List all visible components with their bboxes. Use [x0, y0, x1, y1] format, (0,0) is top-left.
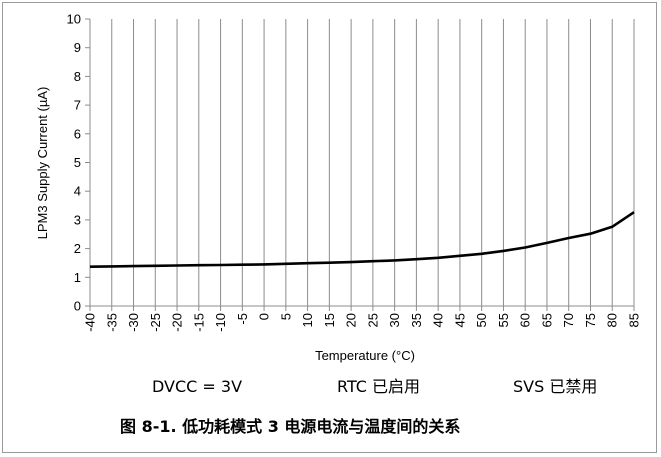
x-tick-label: 85 — [627, 313, 642, 327]
y-tick-label: 5 — [74, 155, 81, 170]
x-tick-label: 40 — [431, 313, 446, 327]
x-tick-label: -30 — [126, 313, 141, 332]
series-line — [89, 211, 635, 268]
x-tick-label: 30 — [387, 313, 402, 327]
y-tick-label: 8 — [74, 69, 81, 84]
y-tick-label: 1 — [74, 270, 81, 285]
series-layer — [89, 211, 635, 268]
y-tick-labels: 0 1 2 3 4 5 6 7 8 9 10 — [67, 12, 81, 314]
x-axis-label: Temperature (°C) — [315, 348, 415, 363]
x-tick-labels: -40 -35 -30 -25 -20 -15 -10 -5 0 5 10 15 20 25 30 35 40 4… — [83, 313, 642, 332]
x-tick-label: 65 — [539, 313, 554, 327]
x-tick-label: -10 — [213, 313, 228, 332]
y-tick-label: 7 — [74, 98, 81, 113]
condition-svs: SVS 已禁用 — [513, 377, 597, 396]
grid-lines — [111, 19, 635, 306]
x-tick-label: 60 — [518, 313, 533, 327]
y-tick-label: 6 — [74, 126, 81, 141]
y-tick-label: 10 — [67, 12, 81, 27]
y-tick-label: 3 — [74, 212, 81, 227]
x-tick-label: -25 — [148, 313, 163, 332]
x-tick-label: -20 — [170, 313, 185, 332]
x-tick-label: 5 — [278, 313, 293, 320]
x-tick-label: -40 — [83, 313, 98, 332]
y-tick-label: 9 — [74, 40, 81, 55]
x-tick-label: 55 — [496, 313, 511, 327]
x-tick-label: 0 — [257, 313, 272, 320]
condition-rtc: RTC 已启用 — [337, 377, 420, 396]
x-tick-label: 75 — [583, 313, 598, 327]
x-tick-label: -15 — [191, 313, 206, 332]
x-tick-label: 80 — [605, 313, 620, 327]
x-tick-label: 10 — [300, 313, 315, 327]
figure-caption: 图 8-1. 低功耗模式 3 电源电流与温度间的关系 — [120, 417, 460, 436]
y-tick-label: 4 — [74, 184, 81, 199]
x-tick-label: 35 — [409, 313, 424, 327]
y-axis-label: LPM3 Supply Current (µA) — [35, 87, 50, 240]
x-tick-label: 70 — [561, 313, 576, 327]
x-tick-label: -5 — [235, 313, 250, 325]
x-tick-label: 15 — [322, 313, 337, 327]
x-tick-label: 20 — [344, 313, 359, 327]
x-tick-label: 45 — [452, 313, 467, 327]
y-tick-label: 0 — [74, 299, 81, 314]
x-tick-label: 25 — [365, 313, 380, 327]
y-tick-label: 2 — [74, 241, 81, 256]
x-tick-label: 50 — [474, 313, 489, 327]
condition-dvcc: DVCC = 3V — [152, 377, 242, 396]
axes — [85, 18, 635, 311]
x-tick-label: -35 — [104, 313, 119, 332]
